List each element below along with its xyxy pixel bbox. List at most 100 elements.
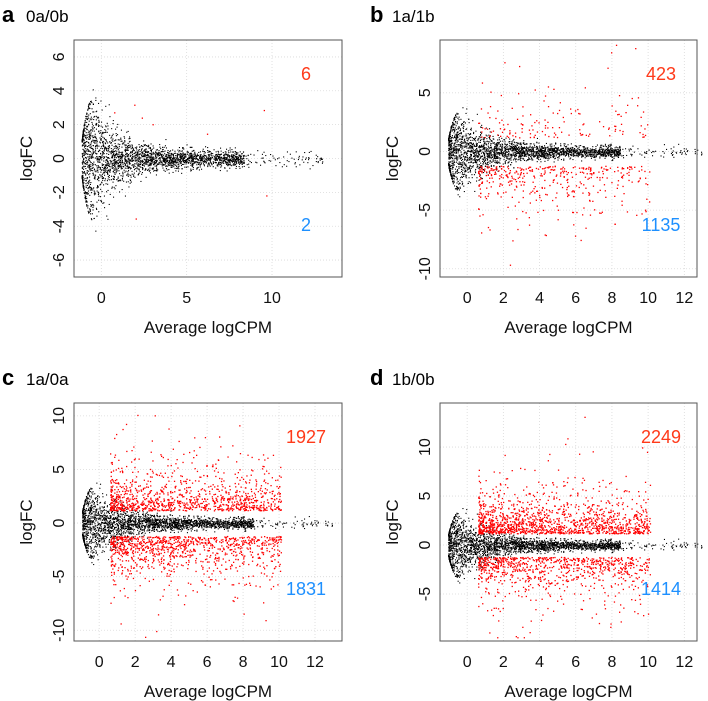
data-point	[162, 149, 164, 151]
data-point	[235, 157, 237, 159]
data-point	[182, 147, 184, 149]
data-point	[87, 162, 89, 164]
data-point	[208, 158, 210, 160]
data-point	[114, 173, 116, 175]
data-point	[90, 182, 92, 184]
data-point	[154, 162, 156, 164]
data-point	[452, 166, 454, 168]
data-point	[89, 137, 91, 139]
data-point	[107, 125, 109, 127]
data-point	[511, 149, 513, 151]
data-point	[223, 159, 225, 161]
data-point	[134, 155, 136, 157]
data-point	[124, 149, 126, 151]
data-point	[130, 154, 132, 156]
data-point	[501, 151, 503, 153]
data-point	[85, 174, 87, 176]
data-point	[87, 138, 89, 140]
data-point	[459, 162, 461, 164]
data-point	[475, 136, 477, 138]
panel-letter: b	[370, 2, 383, 27]
data-point	[169, 163, 171, 165]
data-point	[484, 155, 486, 157]
data-point	[175, 157, 177, 159]
data-point	[109, 179, 111, 181]
data-point	[672, 154, 674, 156]
data-point	[561, 151, 563, 153]
data-point	[613, 157, 615, 159]
data-point	[493, 138, 495, 140]
data-point	[85, 151, 87, 153]
data-point	[114, 156, 116, 158]
data-point	[451, 136, 453, 138]
data-point	[469, 150, 471, 152]
scatter-points	[81, 89, 324, 232]
data-point	[111, 144, 113, 146]
data-point	[461, 176, 463, 178]
data-point	[127, 173, 129, 175]
data-point	[140, 180, 142, 182]
data-point	[504, 143, 506, 145]
data-point	[457, 145, 459, 147]
data-point	[587, 155, 589, 157]
data-point	[469, 165, 471, 167]
data-point	[489, 162, 491, 164]
data-point	[151, 168, 153, 170]
data-point	[96, 179, 98, 181]
data-point	[124, 164, 126, 166]
data-point	[145, 155, 147, 157]
data-point	[574, 150, 576, 152]
data-point	[243, 165, 245, 167]
data-point	[472, 151, 474, 153]
data-point	[161, 156, 163, 158]
data-point	[494, 159, 496, 161]
data-point	[86, 119, 88, 121]
data-point	[448, 148, 450, 150]
data-point	[211, 157, 213, 159]
data-point	[113, 169, 115, 171]
data-point	[500, 150, 502, 152]
data-point	[99, 174, 101, 176]
data-point	[490, 165, 492, 167]
data-point	[183, 157, 185, 159]
data-point	[157, 169, 159, 171]
data-point	[97, 116, 99, 118]
data-point	[455, 151, 457, 153]
data-point	[142, 160, 144, 162]
data-point	[472, 143, 474, 145]
data-point	[461, 173, 463, 175]
data-point	[239, 167, 241, 169]
data-point	[137, 168, 139, 170]
data-point	[113, 155, 115, 157]
data-point	[681, 153, 683, 155]
data-point	[461, 145, 463, 147]
data-point	[195, 161, 197, 163]
data-point	[162, 167, 164, 169]
data-point	[83, 189, 85, 191]
data-point	[549, 151, 551, 153]
data-point	[484, 153, 486, 155]
data-point	[116, 126, 118, 128]
data-point	[131, 152, 133, 154]
data-point	[304, 152, 306, 154]
data-point	[151, 158, 153, 160]
data-point	[523, 153, 525, 155]
data-point	[246, 158, 248, 160]
data-point	[544, 155, 546, 157]
data-point	[111, 139, 113, 141]
data-point	[118, 139, 120, 141]
data-point	[87, 149, 89, 151]
data-point	[448, 143, 450, 145]
data-point	[567, 153, 569, 155]
data-point	[459, 196, 461, 198]
data-point	[179, 150, 181, 152]
data-point	[178, 168, 180, 170]
data-point	[173, 162, 175, 164]
data-point	[263, 151, 265, 153]
data-point	[119, 166, 121, 168]
data-point	[471, 145, 473, 147]
data-point	[480, 165, 482, 167]
data-point	[135, 159, 137, 161]
data-point	[273, 157, 275, 159]
